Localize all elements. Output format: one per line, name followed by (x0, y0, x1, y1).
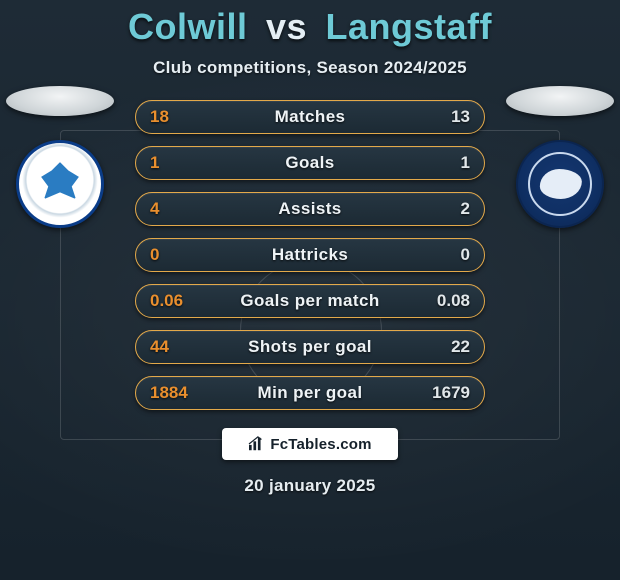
stat-value-right: 1679 (432, 383, 470, 403)
brand-text: FcTables.com (270, 436, 371, 453)
player1-avatar-placeholder (6, 86, 114, 116)
stat-value-left: 1884 (150, 383, 188, 403)
stat-label: Goals per match (240, 291, 379, 311)
comparison-area: 18 Matches 13 1 Goals 1 4 Assists 2 0 Hattricks 0 0.… (0, 100, 620, 410)
stat-row: 0.06 Goals per match 0.08 (135, 284, 485, 318)
player1-name: Colwill (128, 6, 248, 47)
brand-panel: FcTables.com (222, 428, 398, 460)
stat-value-left: 0 (150, 245, 159, 265)
stat-label: Min per goal (258, 383, 363, 403)
footer-date: 20 january 2025 (244, 476, 375, 496)
left-player-column (6, 86, 114, 228)
stat-row: 1 Goals 1 (135, 146, 485, 180)
stat-value-right: 0 (461, 245, 470, 265)
stat-row: 4 Assists 2 (135, 192, 485, 226)
bar-chart-icon (248, 436, 266, 452)
stat-value-left: 1 (150, 153, 159, 173)
page-title: Colwill vs Langstaff (128, 6, 492, 48)
player2-avatar-placeholder (506, 86, 614, 116)
stat-rows: 18 Matches 13 1 Goals 1 4 Assists 2 0 Hattricks 0 0.… (135, 100, 485, 410)
vs-text: vs (266, 6, 307, 47)
stat-value-left: 44 (150, 337, 169, 357)
stat-row: 0 Hattricks 0 (135, 238, 485, 272)
subtitle: Club competitions, Season 2024/2025 (153, 58, 467, 78)
stat-value-left: 0.06 (150, 291, 183, 311)
player2-name: Langstaff (326, 6, 493, 47)
stat-value-right: 13 (451, 107, 470, 127)
stat-row: 44 Shots per goal 22 (135, 330, 485, 364)
team1-badge (16, 140, 104, 228)
stat-value-right: 0.08 (437, 291, 470, 311)
stat-label: Goals (285, 153, 334, 173)
stat-label: Hattricks (272, 245, 348, 265)
stat-row: 18 Matches 13 (135, 100, 485, 134)
team2-badge (516, 140, 604, 228)
stat-value-right: 22 (451, 337, 470, 357)
stat-value-right: 1 (461, 153, 470, 173)
right-player-column (506, 86, 614, 228)
stat-value-right: 2 (461, 199, 470, 219)
stat-row: 1884 Min per goal 1679 (135, 376, 485, 410)
stat-label: Shots per goal (248, 337, 372, 357)
stat-label: Assists (278, 199, 341, 219)
stat-value-left: 4 (150, 199, 159, 219)
stat-label: Matches (275, 107, 346, 127)
stat-value-left: 18 (150, 107, 169, 127)
content-wrapper: Colwill vs Langstaff Club competitions, … (0, 0, 620, 496)
